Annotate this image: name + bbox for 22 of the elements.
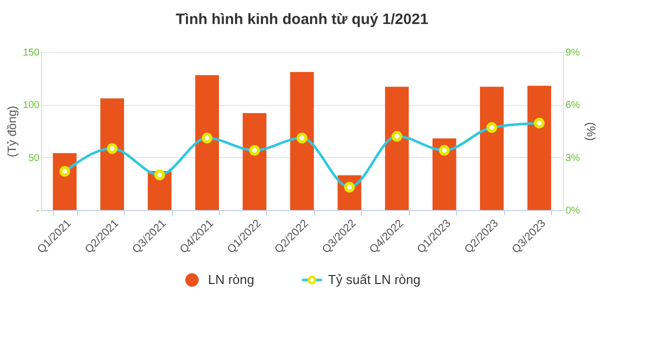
bar	[527, 86, 552, 210]
bar	[290, 72, 314, 210]
y2-tick-label: 9%	[566, 48, 580, 58]
bar	[100, 98, 124, 210]
y2-axis-title: (%)	[584, 122, 598, 141]
y-tick-label: 50	[28, 152, 40, 164]
bar	[480, 86, 504, 210]
y2-tick-label: 0%	[566, 206, 580, 216]
bar	[242, 113, 266, 210]
y-axis-title: (Tỷ đồng)	[4, 106, 19, 158]
legend-label: Tỷ suất LN ròng	[328, 272, 420, 287]
y2-tick-label: 3%	[566, 152, 580, 164]
bar	[52, 153, 77, 210]
chart-title: Tình hình kinh doanh từ quý 1/2021	[176, 11, 428, 28]
bar	[195, 75, 219, 210]
bar	[432, 138, 456, 210]
y-tick-label: -	[36, 206, 40, 216]
y-tick-label: 100	[22, 100, 40, 112]
legend-label: LN ròng	[208, 272, 254, 287]
y-tick-label: 150	[22, 48, 40, 58]
bar	[385, 86, 409, 210]
y2-tick-label: 6%	[566, 100, 580, 112]
